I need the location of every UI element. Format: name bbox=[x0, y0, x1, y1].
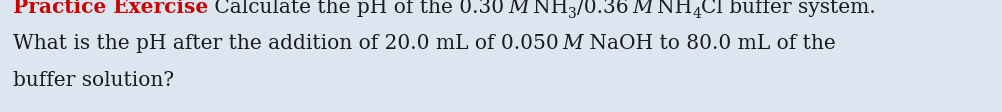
Text: NH: NH bbox=[528, 0, 568, 17]
Text: What is the pH after the addition of 20.0 mL of 0.050: What is the pH after the addition of 20.… bbox=[13, 34, 562, 53]
Text: M: M bbox=[562, 34, 583, 53]
Text: /0.36: /0.36 bbox=[576, 0, 632, 17]
Text: NH: NH bbox=[652, 0, 691, 17]
Text: buffer solution?: buffer solution? bbox=[13, 70, 174, 89]
Text: Cl buffer system.: Cl buffer system. bbox=[700, 0, 876, 17]
Text: NaOH to 80.0 mL of the: NaOH to 80.0 mL of the bbox=[583, 34, 836, 53]
Text: 3: 3 bbox=[568, 7, 576, 21]
Text: Practice Exercise: Practice Exercise bbox=[13, 0, 208, 17]
Text: 4: 4 bbox=[691, 7, 700, 21]
Text: M: M bbox=[632, 0, 652, 17]
Text: Calculate the pH of the 0.30: Calculate the pH of the 0.30 bbox=[208, 0, 508, 17]
Text: M: M bbox=[508, 0, 528, 17]
